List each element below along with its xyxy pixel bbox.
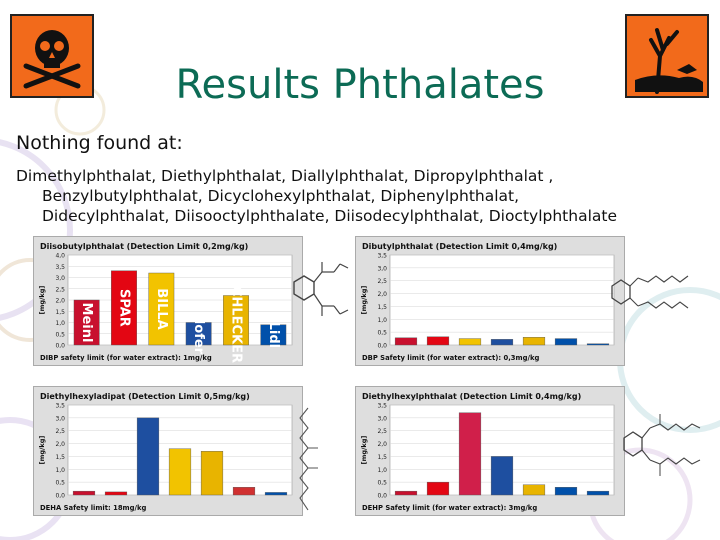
y-tick-label: 0,0 [55,493,65,500]
chart-title: Diethylhexylphthalat (Detection Limit 0,… [362,392,581,401]
bar-brand-label: Hofer [191,313,206,354]
dbp-molecule-diagram [611,275,689,309]
y-tick-label: 3,5 [377,253,387,260]
y-tick-label: 3,0 [377,415,387,422]
chart-dibp: Diisobutylphthalat (Detection Limit 0,2m… [33,236,303,366]
chart-svg: Dibutylphthalat (Detection Limit 0,4mg/k… [360,242,615,362]
bar-brand-label: Meinl [79,303,94,343]
substance-list-line-1: Dimethylphthalat, Diethylphthalat, Diall… [16,167,554,185]
bar [522,484,546,496]
y-tick-label: 1,0 [377,317,387,324]
chart-dbp: Dibutylphthalat (Detection Limit 0,4mg/k… [355,236,625,366]
bar [554,338,578,346]
bar [136,417,160,496]
chart-footer: DIBP safety limit (for water extract): 1… [40,354,212,362]
bar-brand-label: Lidl [266,322,281,349]
bar [72,490,96,496]
bar [168,448,192,496]
y-tick-label: 0,5 [377,330,387,337]
bar [394,490,418,496]
bar [490,456,514,496]
chart-footer: DEHP Safety limit (for water extract): 3… [362,504,537,512]
chart-title: Dibutylphthalat (Detection Limit 0,4mg/k… [362,242,557,251]
y-tick-label: 4,0 [55,253,65,260]
environment-hazard-icon [625,14,709,98]
chart-dehp: Diethylhexylphthalat (Detection Limit 0,… [355,386,625,516]
chart-svg: Diethylhexyladipat (Detection Limit 0,5m… [38,392,293,512]
y-tick-label: 2,5 [377,278,387,285]
y-tick-label: 2,5 [55,428,65,435]
substance-list-line-3: Didecylphthalat, Diisooctylphthalate, Di… [42,207,617,225]
y-tick-label: 1,5 [377,454,387,461]
y-tick-label: 2,5 [55,286,65,293]
substance-list: Dimethylphthalat, Diethylphthalat, Diall… [16,166,716,226]
y-tick-label: 0,0 [377,493,387,500]
y-tick-label: 3,5 [55,264,65,271]
y-axis-label: [mg/kg] [38,286,46,315]
bar [458,338,482,346]
y-tick-label: 3,0 [55,275,65,282]
bar [490,339,514,346]
plot-area [389,254,615,346]
y-tick-label: 0,0 [377,343,387,350]
bar [148,272,175,346]
y-tick-label: 1,0 [55,467,65,474]
chart-footer: DBP Safety limit (for water extract): 0,… [362,354,539,362]
bar [458,412,482,496]
bar [426,481,450,496]
bar [73,299,100,346]
deha-molecule-diagram [299,407,318,511]
chart-title: Diethylhexyladipat (Detection Limit 0,5m… [40,392,250,401]
chart-deha: Diethylhexyladipat (Detection Limit 0,5m… [33,386,303,516]
y-tick-label: 1,0 [55,320,65,327]
y-tick-label: 2,0 [55,298,65,305]
y-axis-label: [mg/kg] [38,436,46,465]
bar [185,322,212,346]
y-tick-label: 0,5 [55,331,65,338]
y-tick-label: 1,5 [55,309,65,316]
dehp-molecule-diagram [623,414,701,476]
y-tick-label: 3,5 [377,403,387,410]
y-axis-label: [mg/kg] [360,436,368,465]
y-tick-label: 1,0 [377,467,387,474]
bar [554,487,578,496]
bar [586,343,610,346]
y-tick-label: 0,5 [377,480,387,487]
y-tick-label: 2,0 [377,291,387,298]
y-tick-label: 3,0 [377,265,387,272]
bar [223,295,249,346]
bar [264,492,288,496]
y-axis-label: [mg/kg] [360,286,368,315]
bar [104,491,128,496]
chart-svg: Diethylhexylphthalat (Detection Limit 0,… [360,392,615,512]
skull-crossbones-hazard-icon [10,14,94,98]
y-tick-label: 0,5 [55,480,65,487]
dibp-molecule-diagram [293,262,349,316]
y-tick-label: 2,0 [55,441,65,448]
bar-brand-label: SPAR [117,289,132,327]
y-tick-label: 0,0 [55,343,65,350]
bar [522,337,546,346]
slide-title: Results Phthalates [175,62,545,108]
substance-list-line-2: Benzylbutylphthalat, Dicyclohexylphthala… [42,187,520,205]
y-tick-label: 1,5 [55,454,65,461]
y-tick-label: 1,5 [377,304,387,311]
bar [260,324,287,346]
bar [111,270,137,346]
y-tick-label: 2,5 [377,428,387,435]
bar [586,490,610,496]
bar [200,451,224,496]
y-tick-label: 3,5 [55,403,65,410]
subtitle: Nothing found at: [16,132,183,154]
bar [232,487,256,496]
chart-title: Diisobutylphthalat (Detection Limit 0,2m… [40,242,248,251]
chart-svg: Diisobutylphthalat (Detection Limit 0,2m… [38,242,293,363]
bar-brand-label: BILLA [154,288,169,329]
y-tick-label: 2,0 [377,441,387,448]
bar-brand-label: SCHLECKER [229,278,244,363]
chart-footer: DEHA Safety limit: 18mg/kg [40,504,147,512]
y-tick-label: 3,0 [55,415,65,422]
bar [394,337,418,346]
bar [426,336,450,346]
